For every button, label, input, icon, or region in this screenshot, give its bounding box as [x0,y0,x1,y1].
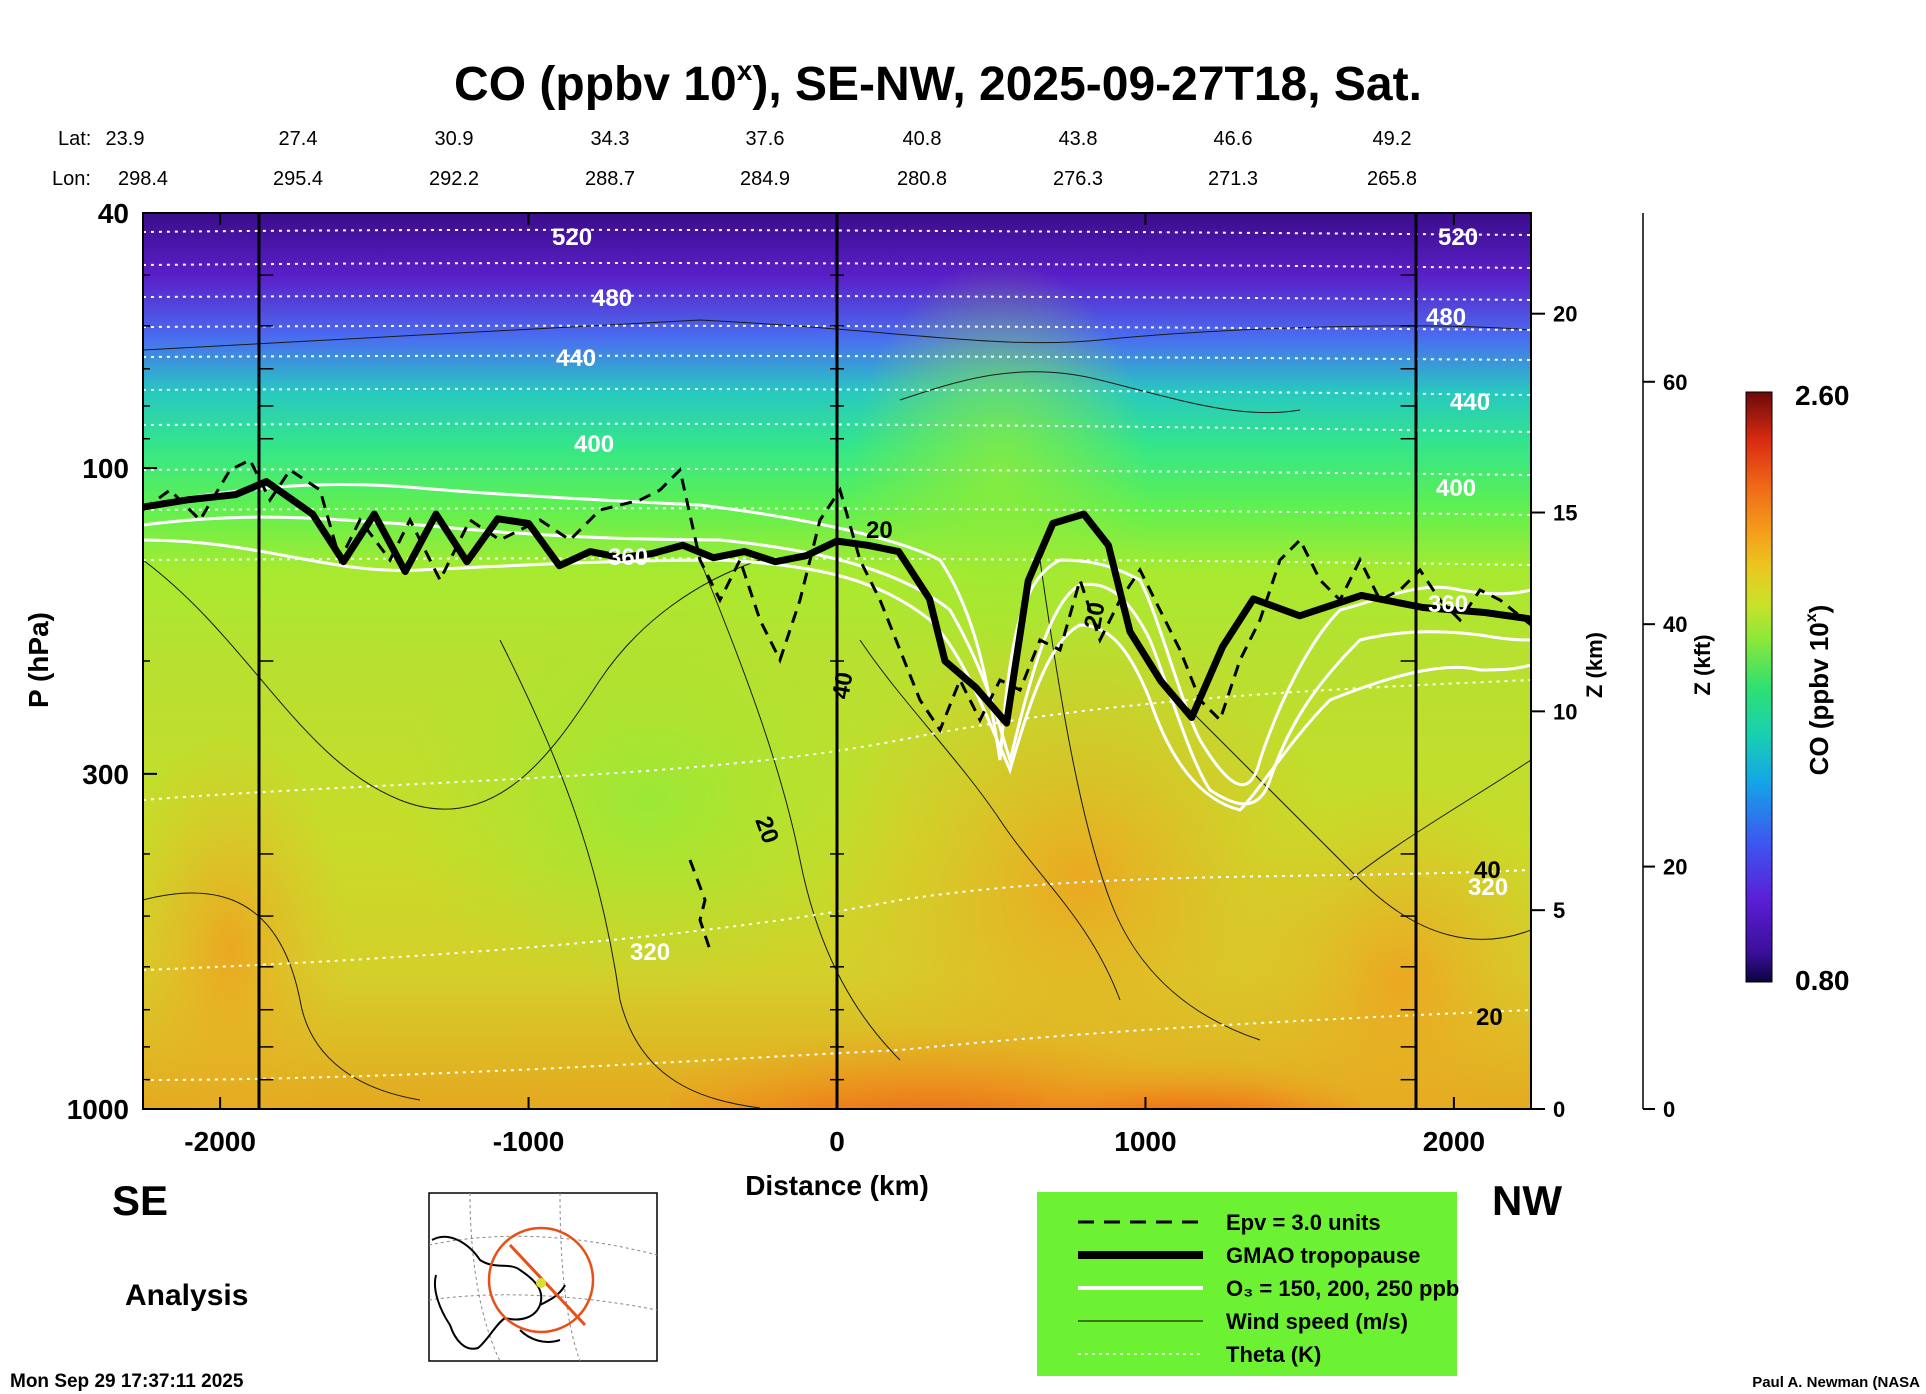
lon-value: 288.7 [585,168,635,190]
z-km-tick-label: 20 [1553,302,1577,327]
lat-value: 49.2 [1373,128,1412,150]
colorbar-min: 0.80 [1795,965,1850,996]
lat-value: 34.3 [591,128,630,150]
inset-map [428,1192,658,1362]
legend-label: O₃ = 150, 200, 250 ppb [1226,1276,1459,1301]
lat-value: 23.9 [106,128,145,150]
lat-lon-header: Lat: Lon: 23.9 27.4 30.9 34.3 37.6 40.8 43.8 46… [52,128,1417,190]
theta-label: 400 [1436,475,1476,502]
legend: Epv = 3.0 units GMAO tropopause O₃ = 150, … [1037,1192,1459,1376]
z-km-tick-label: 5 [1553,898,1565,923]
legend-label: GMAO tropopause [1226,1243,1420,1268]
legend-label: Theta (K) [1226,1342,1321,1367]
lat-value: 30.9 [435,128,474,150]
z-km-tick-label: 10 [1553,699,1577,724]
legend-label: Epv = 3.0 units [1226,1210,1381,1235]
lon-value: 298.4 [118,168,168,190]
x-axis: -2000 -1000 0 1000 2000 [184,213,1485,1157]
z-kft-tick-label: 20 [1663,855,1687,880]
lat-value: 27.4 [279,128,318,150]
lon-label: Lon: [52,168,91,190]
lat-value: 40.8 [903,128,942,150]
inset-section-line [508,1243,587,1327]
co-field-green-patch [390,600,910,1000]
lon-value: 271.3 [1208,168,1258,190]
analysis-label: Analysis [125,1279,248,1312]
theta-label: 320 [1468,874,1508,901]
lon-value: 280.8 [897,168,947,190]
lon-value: 284.9 [740,168,790,190]
z-km-tick-label: 15 [1553,501,1577,526]
theta-contours [143,228,1531,1081]
y-tick-label: 1000 [67,1094,129,1125]
lon-value: 265.8 [1367,168,1417,190]
lon-value: 276.3 [1053,168,1103,190]
ozone-contours [143,482,1531,812]
y-tick-label: 40 [98,198,129,229]
se-label: SE [112,1177,168,1224]
theta-label: 360 [608,544,648,571]
y-tick-label: 100 [82,453,129,484]
co-field-hot-patch [1040,1028,1360,1109]
x-tick-label: -1000 [493,1126,565,1157]
x-tick-label: 0 [829,1126,845,1157]
inset-range-circle [487,1226,595,1334]
colorbar-max: 2.60 [1795,380,1850,411]
theta-label: 440 [1450,389,1490,416]
lat-value: 43.8 [1059,128,1098,150]
wind-label: 20 [866,517,893,544]
timestamp: Mon Sep 29 17:37:11 2025 [10,1371,244,1392]
theta-label: 320 [630,939,670,966]
lat-value: 46.6 [1214,128,1253,150]
theta-label: 400 [574,431,614,458]
lat-value: 37.6 [746,128,785,150]
x-tick-label: 1000 [1114,1126,1176,1157]
theta-label: 480 [592,285,632,312]
y-tick-label: 300 [82,759,129,790]
z-kft-tick-label: 60 [1663,370,1687,395]
x-tick-label: 2000 [1423,1126,1485,1157]
z-km-label: Z (km) [1582,632,1607,698]
z-kft-label: Z (kft) [1690,634,1715,695]
theta-label: 440 [556,345,596,372]
y-axis: 40 100 300 1000 [67,198,1415,1125]
lon-value: 292.2 [429,168,479,190]
x-tick-label: -2000 [184,1126,256,1157]
theta-label: 480 [1426,304,1466,331]
epv-contour [143,457,1531,951]
lon-value: 295.4 [273,168,323,190]
colorbar [1745,391,1773,983]
cross-section-plot [143,213,1531,1109]
inset-coastline [431,1235,566,1350]
lat-label: Lat: [58,128,91,150]
z-kft-tick-label: 40 [1663,612,1687,637]
colorbar-label: CO (ppbv 10x) [1803,605,1834,776]
theta-label: 520 [552,224,592,251]
theta-label: 520 [1438,224,1478,251]
wind-label: 40 [827,670,858,701]
z-km-axis: 0 5 10 15 20 [1531,302,1577,1122]
x-axis-label: Distance (km) [745,1170,929,1201]
wind-label: 20 [1079,600,1110,631]
z-kft-axis: 0 20 40 60 [1642,213,1687,1122]
nw-label: NW [1492,1177,1562,1224]
z-kft-tick-label: 0 [1663,1097,1675,1122]
inset-center-marker [536,1278,546,1288]
legend-items: Epv = 3.0 units GMAO tropopause O₃ = 150, … [1078,1210,1459,1367]
chart-title: CO (ppbv 10x), SE-NW, 2025-09-27T18, Sat… [454,55,1422,111]
legend-label: Wind speed (m/s) [1226,1309,1408,1334]
wind-label: 20 [1476,1004,1503,1031]
wind-label: 40 [1474,857,1501,884]
co-field-warm-patch [1220,780,1531,1109]
contour-labels: 520 480 440 400 360 320 520 480 440 400 … [552,224,1508,1031]
credit: Paul A. Newman (NASA [1752,1374,1920,1391]
wind-speed-contours [143,319,1531,1109]
gmao-tropopause-line [143,478,1531,727]
z-km-tick-label: 0 [1553,1097,1565,1122]
y-axis-label: P (hPa) [23,612,54,708]
theta-label: 360 [1428,591,1468,618]
co-field-warm-patch [143,730,350,1109]
